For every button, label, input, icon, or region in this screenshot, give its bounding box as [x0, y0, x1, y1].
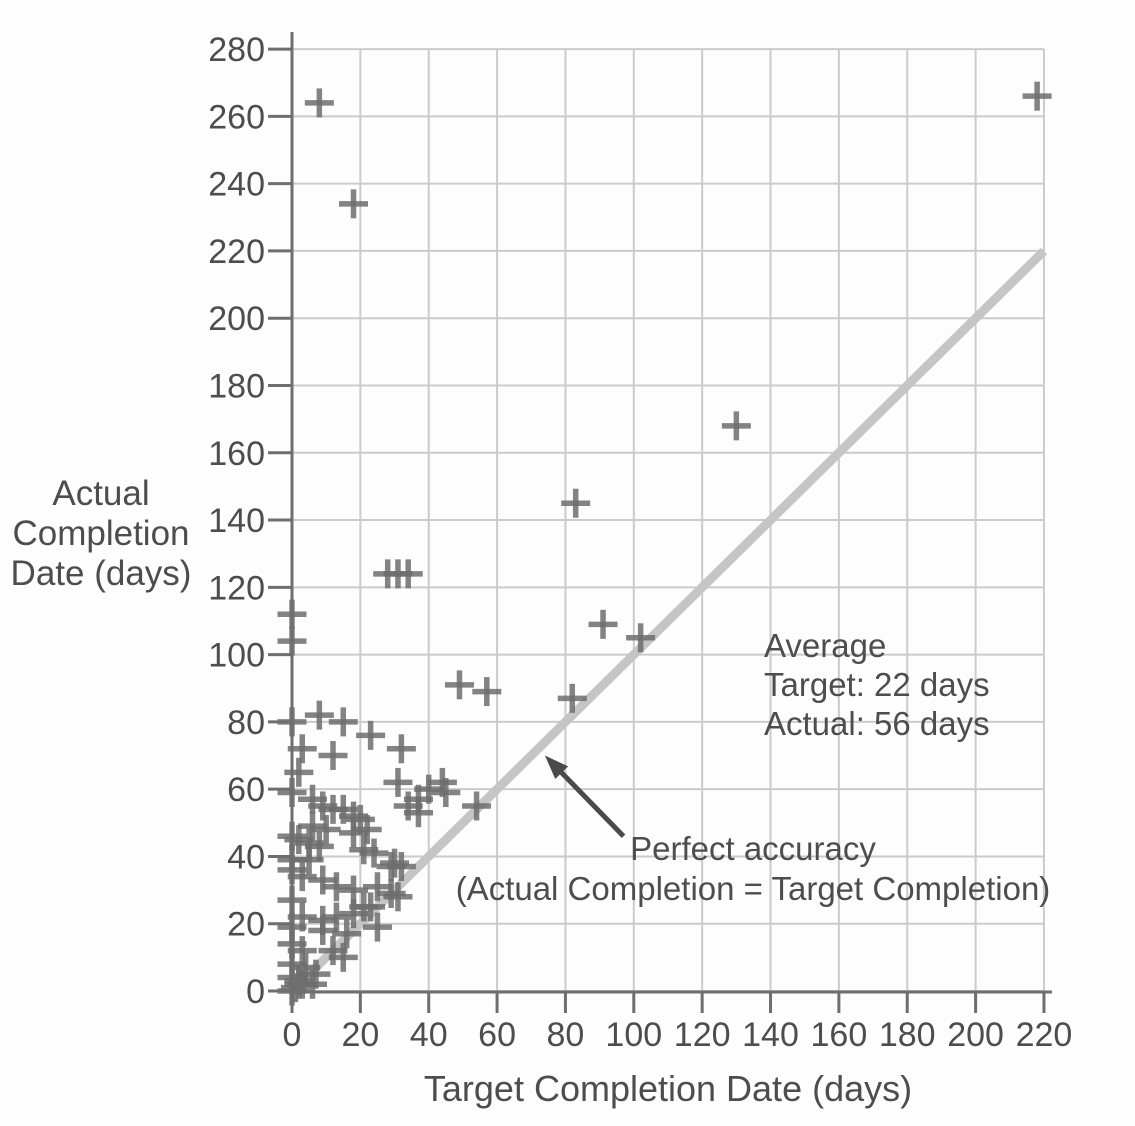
- x-tick-label: 20: [341, 1016, 379, 1054]
- average-annotation: Average Target: 22 days Actual: 56 days: [764, 627, 990, 742]
- x-tick-label: 80: [547, 1016, 585, 1054]
- annotation-arrow: [557, 768, 626, 839]
- y-tick-label: 80: [227, 704, 265, 742]
- y-tick-label: 100: [208, 637, 265, 675]
- x-axis-title: Target Completion Date (days): [423, 1068, 913, 1109]
- diagonal-reference-line: [288, 247, 1048, 995]
- y-tick-label: 200: [208, 300, 265, 338]
- y-tick-label: 140: [208, 502, 265, 540]
- y-tick-label: 220: [208, 233, 265, 271]
- x-tick-label: 180: [879, 1016, 936, 1054]
- y-tick-label: 120: [208, 569, 265, 607]
- x-tick-label: 0: [283, 1016, 302, 1054]
- x-tick-label: 140: [742, 1016, 799, 1054]
- y-axis-title: Actual Completion Date (days): [10, 474, 192, 593]
- y-tick-label: 160: [208, 435, 265, 473]
- x-tick-label: 160: [811, 1016, 868, 1054]
- y-tick-label: 260: [208, 98, 265, 136]
- y-tick-label: 40: [227, 838, 265, 876]
- y-tick-label: 0: [246, 973, 265, 1011]
- y-tick-label: 280: [208, 31, 265, 69]
- x-tick-label: 120: [674, 1016, 731, 1054]
- y-tick-label: 180: [208, 367, 265, 405]
- perfect-accuracy-annotation: Perfect accuracy (Actual Completion = Ta…: [455, 830, 1051, 907]
- x-tick-label: 200: [947, 1016, 1004, 1054]
- x-tick-label: 60: [478, 1016, 516, 1054]
- y-tick-label: 20: [227, 906, 265, 944]
- x-tick-label: 100: [605, 1016, 662, 1054]
- y-tick-label: 60: [227, 771, 265, 809]
- x-tick-label: 220: [1016, 1016, 1073, 1054]
- annotation-arrow-head: [544, 755, 569, 779]
- y-tick-label: 240: [208, 166, 265, 204]
- x-tick-label: 40: [410, 1016, 448, 1054]
